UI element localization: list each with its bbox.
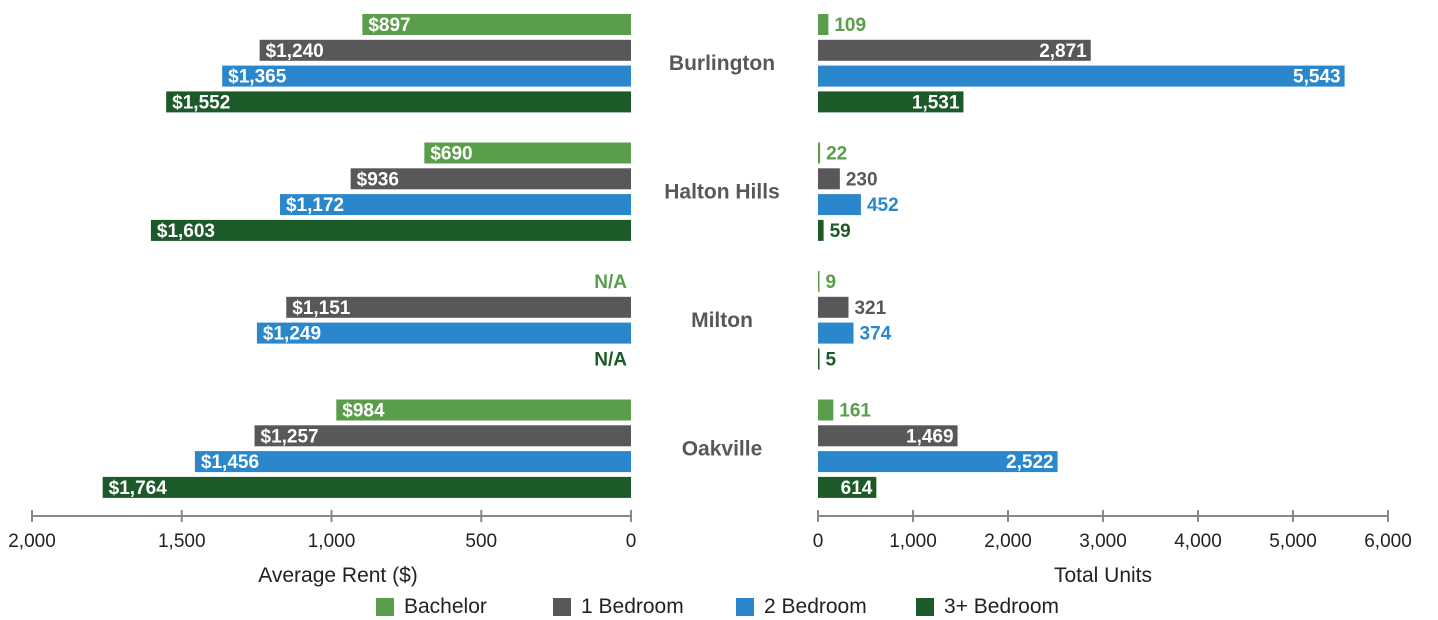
units-bar-burlington-2-bedroom [818, 65, 1345, 87]
units-label-milton-2-bedroom: 374 [860, 324, 892, 345]
legend-label-3-plus-bedroom: 3+ Bedroom [944, 595, 1059, 618]
rent-bar-halton-hills-3-plus-bedroom [150, 219, 632, 241]
units-label-halton-hills-1-bedroom: 230 [846, 169, 878, 190]
units-bar-burlington-bachelor [818, 14, 829, 35]
rent-bar-burlington-1-bedroom [259, 39, 631, 61]
rent-bar-halton-hills-2-bedroom [279, 194, 631, 216]
legend-item-2-bedroom: 2 Bedroom [736, 594, 867, 620]
category-label-oakville: Oakville [682, 438, 763, 461]
rent-axis-title: Average Rent ($) [258, 564, 418, 587]
legend-swatch-1-bedroom [553, 598, 571, 616]
rent-bar-halton-hills-1-bedroom [350, 168, 631, 190]
category-label-milton: Milton [691, 309, 753, 332]
legend-label-bachelor: Bachelor [404, 595, 487, 618]
units-label-burlington-2-bedroom: 5,543 [1293, 67, 1341, 88]
units-bar-burlington-1-bedroom [818, 39, 1091, 61]
rent-bar-oakville-2-bedroom [194, 451, 632, 473]
legend-label-1-bedroom: 1 Bedroom [581, 595, 684, 618]
rent-label-burlington-3-plus-bedroom: $1,552 [172, 92, 230, 113]
rent-label-milton-3-plus-bedroom: N/A [594, 349, 627, 370]
legend-label-2-bedroom: 2 Bedroom [764, 595, 867, 618]
units-bar-oakville-3-plus-bedroom [818, 476, 877, 498]
units-label-halton-hills-3-plus-bedroom: 59 [830, 221, 851, 242]
legend-swatch-2-bedroom [736, 598, 754, 616]
units-tick-label: 0 [813, 531, 824, 552]
rent-label-halton-hills-3-plus-bedroom: $1,603 [157, 221, 215, 242]
units-bar-oakville-1-bedroom [818, 425, 958, 447]
rent-bar-milton-1-bedroom [286, 296, 631, 318]
units-bar-oakville-bachelor [818, 399, 834, 421]
category-labels: Burlington Halton Hills Milton Oakville [664, 52, 780, 461]
units-bar-burlington-3-plus-bedroom [818, 91, 964, 113]
legend-item-3-plus-bedroom: 3+ Bedroom [916, 594, 1059, 620]
legend-item-1-bedroom: 1 Bedroom [553, 594, 684, 620]
rent-tick-label: 0 [626, 531, 637, 552]
rent-bar-burlington-2-bedroom [222, 65, 631, 87]
units-bar-halton-hills-3-plus-bedroom [818, 219, 824, 241]
rent-bar-oakville-bachelor [336, 399, 631, 421]
units-label-halton-hills-2-bedroom: 452 [867, 195, 899, 216]
rent-tick-label: 1,000 [308, 531, 356, 552]
rent-tick-label: 2,000 [8, 531, 56, 552]
category-label-halton-hills: Halton Hills [664, 181, 780, 204]
units-label-oakville-2-bedroom: 2,522 [1006, 452, 1054, 473]
units-label-oakville-3-plus-bedroom: 614 [841, 478, 873, 499]
units-tick-label: 1,000 [889, 531, 937, 552]
legend-swatch-bachelor [376, 598, 394, 616]
units-tick-label: 2,000 [984, 531, 1032, 552]
rent-label-oakville-1-bedroom: $1,257 [261, 426, 319, 447]
units-label-halton-hills-bachelor: 22 [826, 144, 847, 165]
rent-tick-label: 500 [465, 531, 497, 552]
units-tick-label: 4,000 [1174, 531, 1222, 552]
units-label-oakville-1-bedroom: 1,469 [906, 426, 954, 447]
average-rent-panel: $897 $1,240 $1,365 $1,552 $690 $936 $1,172 $1,6… [8, 14, 636, 587]
rent-label-milton-1-bedroom: $1,151 [292, 298, 351, 319]
units-bar-milton-2-bedroom [818, 322, 854, 344]
rent-label-milton-bachelor: N/A [594, 272, 627, 293]
units-tick-label: 6,000 [1364, 531, 1412, 552]
units-label-milton-1-bedroom: 321 [854, 298, 886, 319]
units-label-burlington-bachelor: 109 [834, 15, 866, 36]
units-bar-milton-3-plus-bedroom [818, 348, 820, 370]
units-bar-oakville-2-bedroom [818, 451, 1058, 473]
units-bar-halton-hills-1-bedroom [818, 168, 840, 190]
units-label-milton-3-plus-bedroom: 5 [826, 349, 837, 370]
rent-label-halton-hills-bachelor: $690 [430, 144, 472, 165]
rent-label-burlington-bachelor: $897 [368, 15, 410, 36]
total-units-panel: 109 2,871 5,543 1,531 22 230 452 59 9 321 374 5 161 1… [813, 14, 1412, 587]
units-bar-halton-hills-2-bedroom [818, 194, 861, 216]
rent-bar-oakville-3-plus-bedroom [102, 476, 631, 498]
rent-label-oakville-2-bedroom: $1,456 [201, 452, 259, 473]
category-label-burlington: Burlington [669, 52, 775, 75]
units-axis-title: Total Units [1054, 564, 1152, 587]
units-label-milton-bachelor: 9 [826, 272, 837, 293]
rent-bar-oakville-1-bedroom [254, 425, 631, 447]
rent-label-oakville-bachelor: $984 [342, 401, 385, 422]
units-tick-label: 5,000 [1269, 531, 1317, 552]
rent-label-burlington-2-bedroom: $1,365 [228, 67, 287, 88]
units-bar-milton-1-bedroom [818, 296, 849, 318]
rent-label-milton-2-bedroom: $1,249 [263, 324, 321, 345]
rent-label-oakville-3-plus-bedroom: $1,764 [109, 478, 168, 499]
rent-label-halton-hills-2-bedroom: $1,172 [286, 195, 344, 216]
legend: Bachelor 1 Bedroom 2 Bedroom 3+ Bedroom [0, 594, 1438, 620]
rent-bar-milton-2-bedroom [256, 322, 631, 344]
units-bar-milton-bachelor [818, 271, 820, 292]
rent-bar-burlington-bachelor [362, 14, 631, 35]
units-label-oakville-bachelor: 161 [839, 401, 871, 422]
units-label-burlington-3-plus-bedroom: 1,531 [912, 92, 960, 113]
rent-bar-burlington-3-plus-bedroom [166, 91, 631, 113]
rent-label-halton-hills-1-bedroom: $936 [357, 169, 399, 190]
units-bar-halton-hills-bachelor [818, 142, 821, 164]
rent-tick-label: 1,500 [158, 531, 206, 552]
rent-label-burlington-1-bedroom: $1,240 [266, 41, 324, 62]
rent-bar-halton-hills-bachelor [424, 142, 631, 164]
legend-swatch-3-plus-bedroom [916, 598, 934, 616]
units-tick-label: 3,000 [1079, 531, 1127, 552]
legend-item-bachelor: Bachelor [376, 594, 487, 620]
units-label-burlington-1-bedroom: 2,871 [1039, 41, 1087, 62]
